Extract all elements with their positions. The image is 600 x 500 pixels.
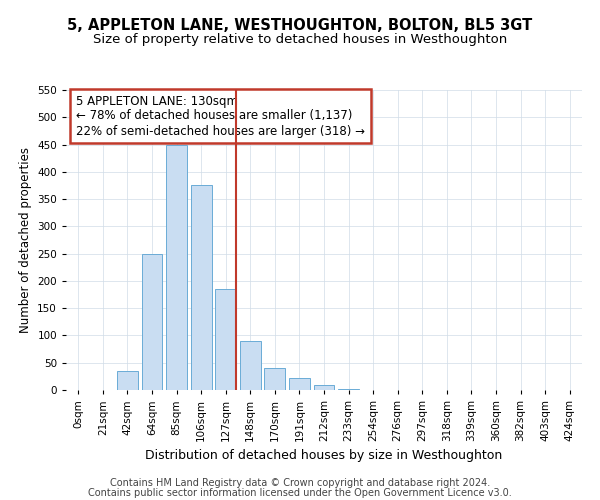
Bar: [142, 254, 163, 390]
X-axis label: Distribution of detached houses by size in Westhoughton: Distribution of detached houses by size …: [145, 450, 503, 462]
Text: Contains public sector information licensed under the Open Government Licence v3: Contains public sector information licen…: [88, 488, 512, 498]
Text: 5, APPLETON LANE, WESTHOUGHTON, BOLTON, BL5 3GT: 5, APPLETON LANE, WESTHOUGHTON, BOLTON, …: [67, 18, 533, 32]
Bar: [240, 341, 261, 390]
Bar: [215, 289, 236, 390]
Text: Size of property relative to detached houses in Westhoughton: Size of property relative to detached ho…: [93, 32, 507, 46]
Bar: [117, 371, 138, 390]
Bar: [338, 389, 359, 390]
Bar: [289, 378, 310, 390]
Bar: [265, 368, 286, 390]
Text: 5 APPLETON LANE: 130sqm
← 78% of detached houses are smaller (1,137)
22% of semi: 5 APPLETON LANE: 130sqm ← 78% of detache…: [76, 94, 365, 138]
Bar: [166, 144, 187, 390]
Bar: [191, 186, 212, 390]
Text: Contains HM Land Registry data © Crown copyright and database right 2024.: Contains HM Land Registry data © Crown c…: [110, 478, 490, 488]
Y-axis label: Number of detached properties: Number of detached properties: [19, 147, 32, 333]
Bar: [314, 384, 334, 390]
